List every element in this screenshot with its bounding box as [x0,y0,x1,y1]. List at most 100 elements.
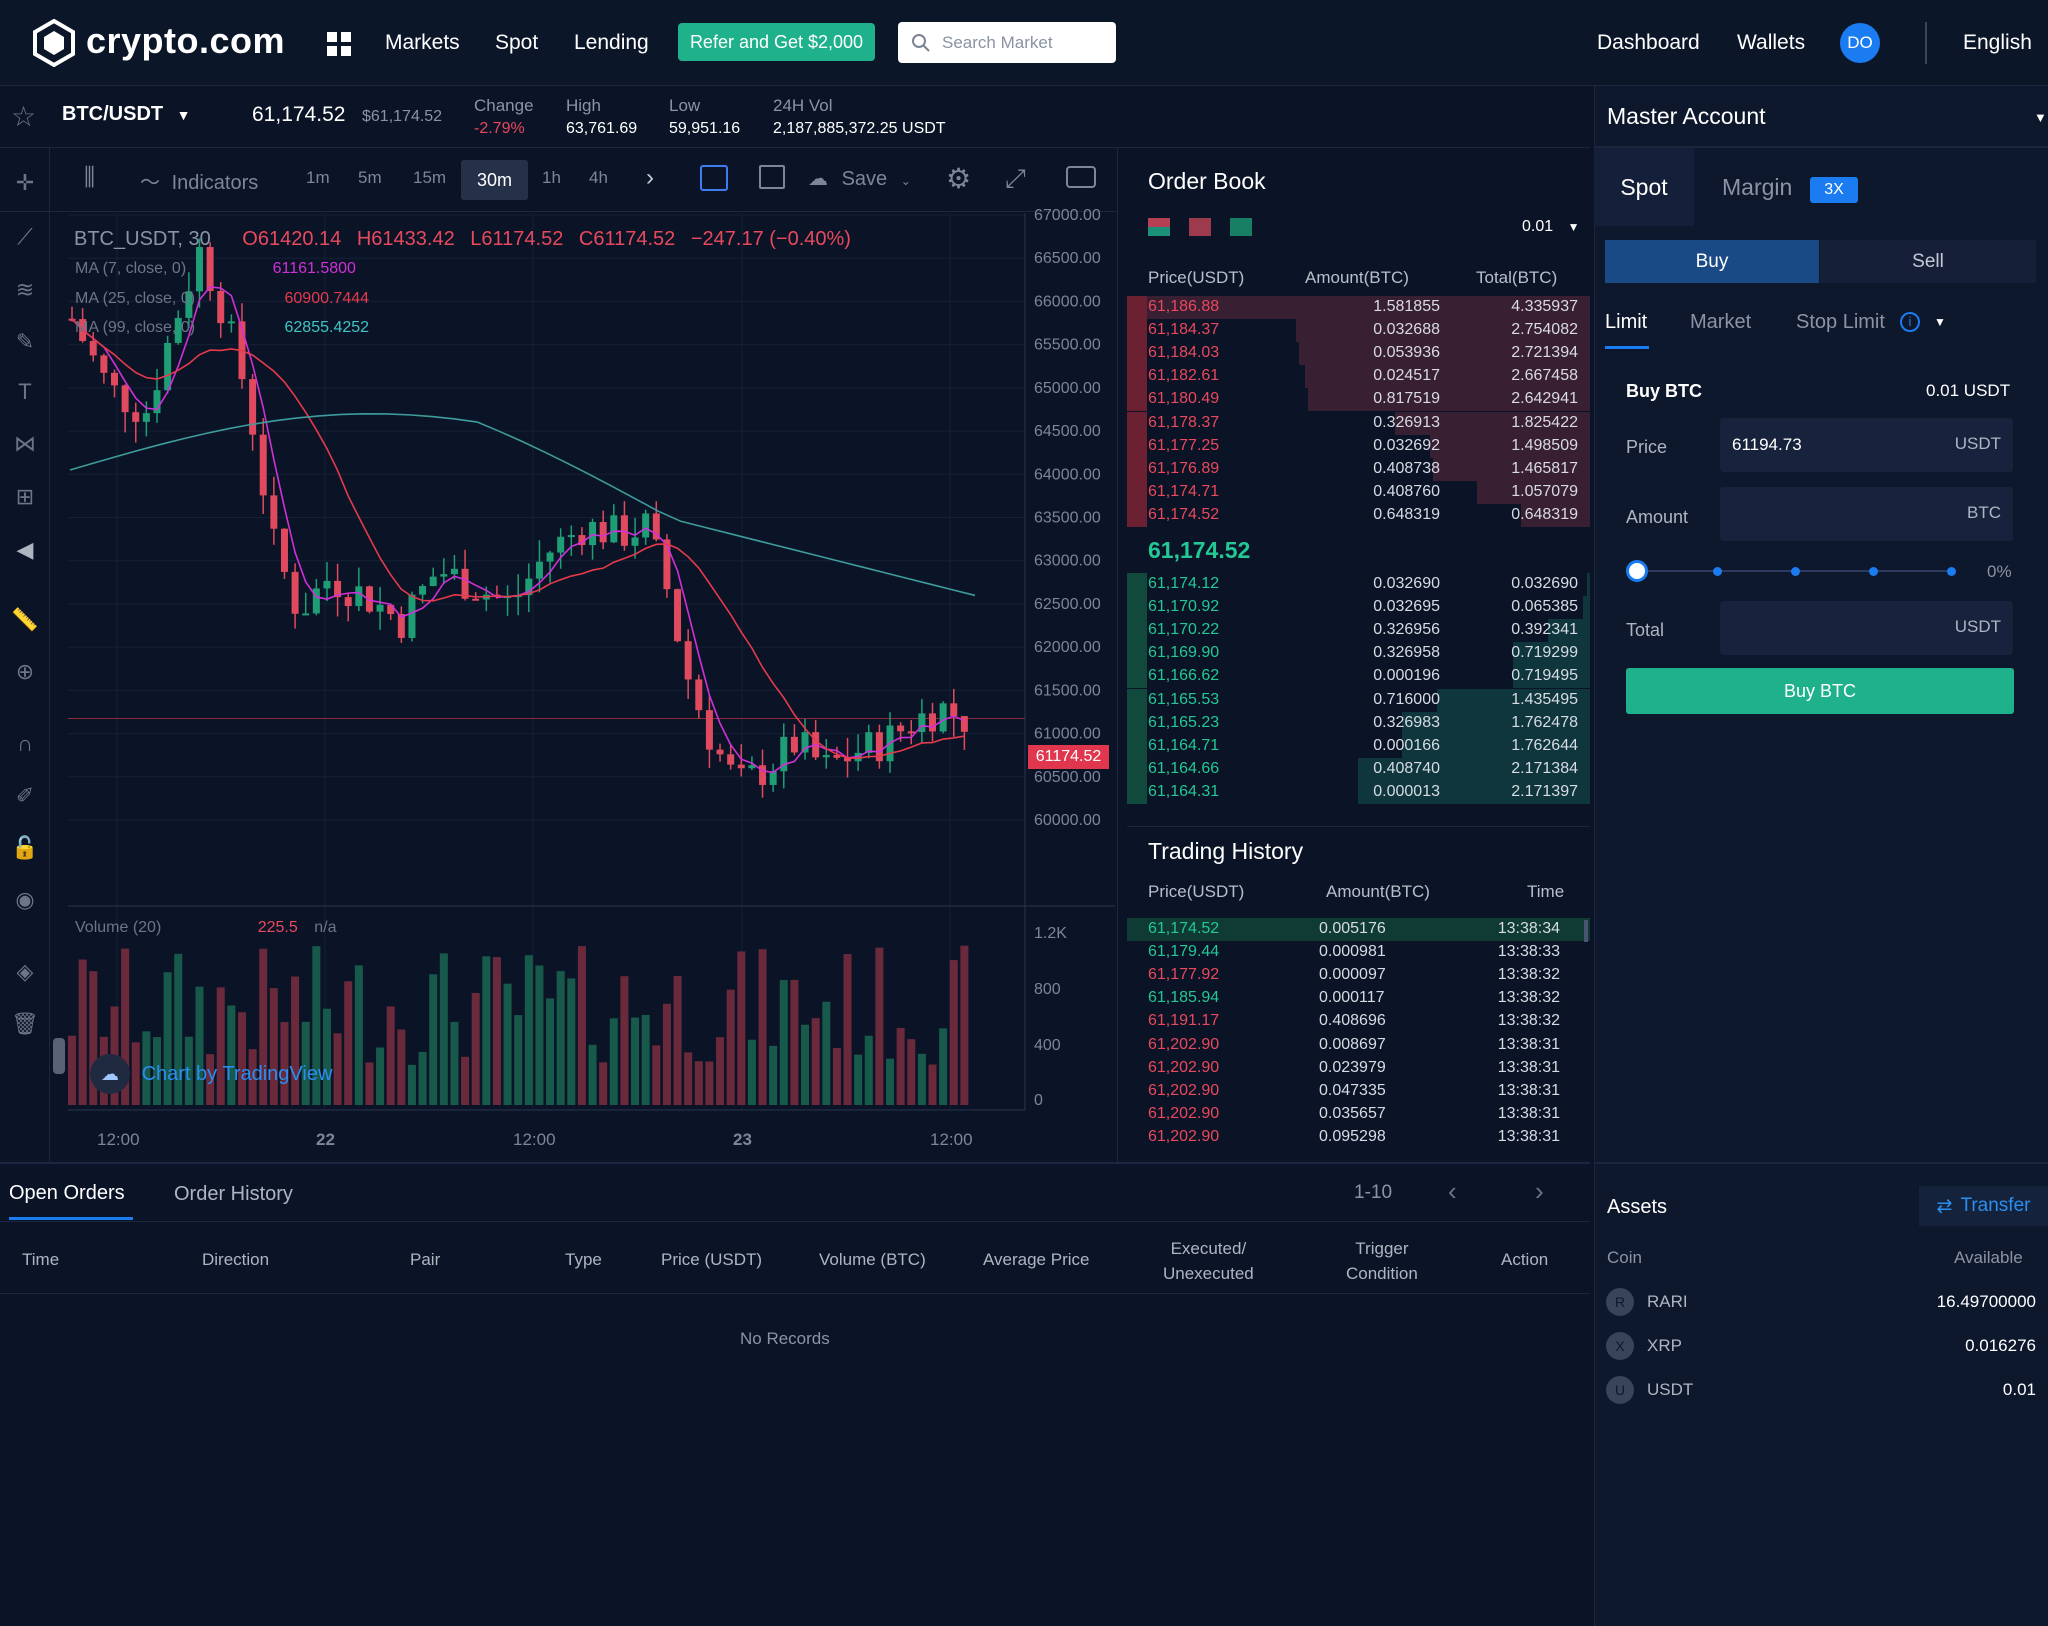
tab-spot[interactable]: Spot [1594,148,1694,226]
order-book-row-ask[interactable]: 61,176.89 0.408738 1.465817 [1127,457,1590,481]
back-arrow-icon[interactable]: ◀ [16,537,34,562]
sell-tab[interactable]: Sell [1820,240,2036,283]
asset-row[interactable]: X XRP 0.016276 [1606,1332,2036,1362]
prev-page-icon[interactable]: ‹ [1448,1176,1457,1206]
text-icon[interactable]: T [18,379,32,404]
chevron-right-icon[interactable]: › [646,164,654,191]
tab-margin[interactable]: Margin [1722,174,1793,200]
order-type-stop-limit[interactable]: Stop Limit [1796,311,1885,333]
tf-4h[interactable]: 4h [589,168,608,187]
order-book-row-ask[interactable]: 61,180.49 0.817519 2.642941 [1127,388,1590,412]
collapse-handle[interactable] [53,1038,65,1074]
tf-5m[interactable]: 5m [358,168,382,187]
next-page-icon[interactable]: › [1535,1176,1544,1206]
magnet-icon[interactable]: ∩ [17,731,33,756]
language-selector[interactable]: English [1963,31,2032,54]
pattern-icon[interactable]: ⋈ [14,431,36,456]
candle-type-icon[interactable]: ⫼ [84,164,96,191]
order-book-row-bid[interactable]: 61,166.62 0.000196 0.719495 [1127,665,1590,689]
price-chart[interactable]: 67000.00 66500.00 66000.00 65500.00 65000.00… [0,0,1118,1162]
order-book-row-ask[interactable]: 61,174.52 0.648319 0.648319 [1127,503,1590,527]
nav-dashboard[interactable]: Dashboard [1597,31,1700,54]
order-book-row-ask[interactable]: 61,182.61 0.024517 2.667458 [1127,365,1590,389]
asset-row[interactable]: R RARI 16.49700000 [1606,1288,2036,1318]
ob-view-both-icon[interactable] [1148,218,1170,236]
trash-icon[interactable]: 🗑 [11,1011,39,1036]
indicators-button[interactable]: 〜 Indicators [140,166,258,195]
order-type-limit[interactable]: Limit [1605,311,1648,333]
info-icon[interactable]: i [1900,312,1920,332]
buy-tab[interactable]: Buy [1605,240,1819,283]
order-book-row-bid[interactable]: 61,164.31 0.000013 2.171397 [1127,780,1590,804]
tf-30m[interactable]: 30m [461,160,528,200]
prediction-icon[interactable]: ⊞ [15,484,35,509]
order-book-row-bid[interactable]: 61,164.71 0.000166 1.762644 [1127,734,1590,758]
save-button[interactable]: ☁ Save ⌄ [808,166,911,191]
nav-wallets[interactable]: Wallets [1737,31,1806,54]
tf-1h[interactable]: 1h [542,168,561,187]
order-book-row-bid[interactable]: 61,169.90 0.326958 0.719299 [1127,642,1590,666]
area-view-icon[interactable] [759,165,785,189]
order-book-row-bid[interactable]: 61,170.22 0.326956 0.392341 [1127,619,1590,643]
ruler-icon[interactable]: 📏 [11,607,39,632]
lock-drawing-icon[interactable]: ✐ [15,783,35,808]
trendline-icon[interactable]: ⟋ [17,224,33,249]
eye-icon[interactable]: ◉ [15,887,35,912]
buy-btc-button[interactable]: Buy BTC [1626,668,2014,714]
order-type-market[interactable]: Market [1690,311,1752,333]
fullscreen-icon[interactable]: ⤢ [1005,163,1026,193]
ob-view-bids-icon[interactable] [1230,218,1252,236]
search-input[interactable]: Search Market [898,22,1116,63]
crosshair-icon[interactable]: ✛ [15,170,35,195]
price-input[interactable]: 61194.73 USDT [1720,418,2013,472]
logo-text[interactable]: crypto.com [86,20,286,61]
history-scrollbar[interactable] [1584,920,1588,942]
tab-open-orders[interactable]: Open Orders [9,1182,125,1204]
slider-handle[interactable] [1626,560,1648,582]
crypto-logo-icon[interactable] [32,18,76,68]
camera-icon[interactable] [1066,166,1096,188]
order-book-panel [1127,148,1590,816]
order-book-row-bid[interactable]: 61,165.23 0.326983 1.762478 [1127,711,1590,735]
amount-input[interactable]: BTC [1720,487,2013,541]
tf-15m[interactable]: 15m [413,168,447,187]
layers-icon[interactable]: ◈ [16,959,34,984]
chevron-down-icon[interactable]: ▼ [2034,110,2047,125]
tradingview-attribution[interactable]: ☁ Chart by TradingView [90,1054,332,1094]
candle-body [408,594,416,638]
nav-lending[interactable]: Lending [574,31,649,54]
favorite-star-icon[interactable]: ☆ [11,101,37,132]
account-selector[interactable]: Master Account [1607,103,1766,129]
fib-icon[interactable]: ≋ [15,277,35,302]
nav-spot[interactable]: Spot [495,31,539,54]
apps-grid-icon[interactable] [327,32,351,56]
order-book-row-ask[interactable]: 61,184.03 0.053936 2.721394 [1127,342,1590,366]
order-book-row-bid[interactable]: 61,165.53 0.716000 1.435495 [1127,688,1590,712]
order-book-row-ask[interactable]: 61,184.37 0.032688 2.754082 [1127,319,1590,343]
order-book-row-ask[interactable]: 61,174.71 0.408760 1.057079 [1127,480,1590,504]
pair-selector[interactable]: BTC/USDT ▼ [62,103,191,126]
tf-1m[interactable]: 1m [306,168,330,187]
candles-view-icon[interactable] [700,165,728,191]
chevron-down-icon[interactable]: ▼ [1934,315,1946,329]
order-book-row-ask[interactable]: 61,178.37 0.326913 1.825422 [1127,411,1590,435]
total-input[interactable]: USDT [1720,601,2013,655]
order-book-row-ask[interactable]: 61,186.88 1.581855 4.335937 [1127,296,1590,319]
zoom-icon[interactable]: ⊕ [15,659,35,684]
settings-gear-icon[interactable]: ⚙ [946,163,972,194]
order-book-row-ask[interactable]: 61,177.25 0.032692 1.498509 [1127,434,1590,458]
transfer-button[interactable]: ⇄ Transfer [1919,1186,2048,1226]
refer-button[interactable]: Refer and Get $2,000 [678,23,875,61]
asset-row[interactable]: U USDT 0.01 [1606,1376,2036,1406]
order-book-row-bid[interactable]: 61,174.12 0.032690 0.032690 [1127,573,1590,596]
amount-slider[interactable] [1626,560,1956,582]
order-book-row-bid[interactable]: 61,164.66 0.408740 2.171384 [1127,757,1590,781]
nav-markets[interactable]: Markets [385,31,460,54]
avatar[interactable]: DO [1840,23,1880,63]
tab-order-history[interactable]: Order History [174,1183,293,1205]
order-book-row-bid[interactable]: 61,170.92 0.032695 0.065385 [1127,596,1590,620]
ob-view-asks-icon[interactable] [1189,218,1211,236]
brush-icon[interactable]: ✎ [15,329,35,354]
precision-select[interactable]: 0.01 ▼ [1522,218,1579,236]
lock-icon[interactable]: 🔓 [11,835,39,860]
